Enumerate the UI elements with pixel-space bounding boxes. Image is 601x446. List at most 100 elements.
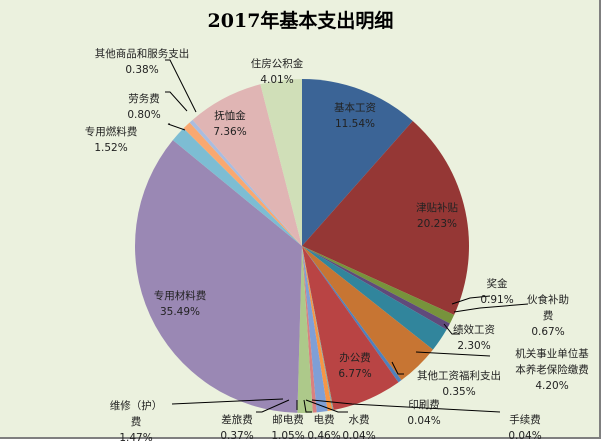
leader-line	[303, 399, 312, 413]
pie-slice	[172, 128, 302, 246]
leader-line	[305, 399, 348, 413]
label-name: 印刷费	[408, 399, 440, 411]
label-name: 费	[542, 310, 554, 322]
label-name: 奖金	[486, 278, 508, 290]
pie-slice	[302, 246, 433, 381]
label-name: 机关事业单位基	[515, 348, 589, 360]
label-percent: 0.35%	[442, 386, 476, 398]
label-percent: 0.38%	[125, 64, 159, 76]
data-label: 绩效工资 2.30%	[453, 322, 495, 354]
label-name: 维修（护）	[109, 400, 163, 412]
label-percent: 0.46%	[307, 430, 341, 442]
data-label: 其他商品和服务支出 0.38%	[95, 46, 190, 78]
pie-slice	[302, 246, 334, 411]
pie-slice	[302, 246, 402, 383]
pie-slice	[302, 246, 333, 412]
label-name: 手续费	[509, 414, 541, 426]
data-label: 基本工资 11.54%	[334, 100, 376, 132]
pie-slice	[302, 246, 450, 330]
pie-slice	[183, 122, 302, 246]
label-name: 其他商品和服务支出	[94, 48, 190, 60]
label-percent: 0.04%	[508, 430, 542, 442]
data-label: 奖金 0.91%	[480, 276, 513, 308]
pie-slice	[302, 246, 334, 411]
data-label: 住房公积金 4.01%	[251, 56, 304, 88]
pie-slice	[192, 84, 302, 246]
data-label: 办公费 6.77%	[338, 350, 371, 382]
label-percent: 0.80%	[127, 109, 161, 121]
pie-slice	[134, 140, 302, 413]
pie-slice	[302, 246, 317, 413]
data-label: 津贴补贴 20.23%	[416, 200, 458, 232]
label-name: 办公费	[339, 352, 371, 364]
leader-line	[443, 323, 460, 335]
label-percent: 6.77%	[338, 368, 372, 380]
data-label: 专用燃料费 1.52%	[85, 124, 138, 156]
label-name: 抚恤金	[214, 110, 246, 122]
leader-line	[165, 91, 188, 112]
label-percent: 0.67%	[531, 326, 565, 338]
pie-slice	[297, 246, 313, 414]
label-percent: 2.30%	[457, 340, 491, 352]
label-name: 电费	[313, 414, 335, 426]
label-percent: 11.54%	[334, 118, 376, 130]
pie-slice	[260, 79, 302, 246]
label-name: 本养老保险缴费	[515, 364, 589, 376]
data-label: 水费 0.04%	[342, 412, 375, 444]
pie-slice	[302, 79, 413, 246]
chart-title: 2017年基本支出明细	[207, 10, 394, 32]
pie-slice	[302, 246, 333, 411]
label-percent: 4.20%	[535, 380, 569, 392]
data-label: 专用材料费 35.49%	[154, 288, 207, 320]
label-name: 伙食补助	[527, 294, 569, 306]
data-label: 抚恤金 7.36%	[213, 108, 246, 140]
label-name: 其他工资福利支出	[417, 370, 501, 382]
leader-line	[453, 303, 529, 313]
label-percent: 0.91%	[480, 294, 514, 306]
label-percent: 1.05%	[271, 430, 305, 442]
label-percent: 4.01%	[260, 74, 294, 86]
pie-slice	[302, 246, 328, 413]
label-name: 津贴补贴	[416, 202, 458, 214]
label-percent: 7.36%	[213, 126, 247, 138]
label-percent: 0.04%	[342, 430, 376, 442]
label-name: 差旅费	[221, 414, 253, 426]
data-label: 劳务费 0.80%	[127, 91, 160, 123]
label-name: 专用燃料费	[84, 126, 138, 138]
data-label: 电费 0.46%	[307, 412, 340, 444]
data-label: 印刷费 0.04%	[407, 397, 440, 429]
pie-slice	[302, 246, 455, 324]
label-name: 绩效工资	[453, 324, 495, 336]
pie-slice	[189, 119, 302, 246]
leader-line	[311, 399, 501, 413]
label-percent: 1.47%	[119, 432, 153, 444]
pie-slice	[302, 246, 399, 410]
data-label: 机关事业单位基 本养老保险缴费 4.20%	[515, 346, 589, 394]
data-label: 伙食补助费 0.67%	[527, 292, 569, 340]
label-name: 邮电费	[272, 414, 304, 426]
label-percent: 1.52%	[94, 142, 128, 154]
label-name: 劳务费	[128, 93, 160, 105]
label-name: 基本工资	[334, 102, 376, 114]
leader-line	[256, 399, 290, 413]
leader-line	[167, 123, 186, 131]
leader-lines	[165, 59, 529, 413]
data-label: 其他工资福利支出 0.35%	[417, 368, 501, 400]
pie-slice	[302, 246, 447, 350]
label-percent: 0.04%	[407, 415, 441, 427]
leader-line	[451, 295, 491, 305]
leader-line	[171, 398, 284, 405]
pie-slice	[302, 121, 470, 315]
label-percent: 20.23%	[416, 218, 458, 230]
data-label: 邮电费 1.05%	[271, 412, 304, 444]
label-name: 专用材料费	[153, 290, 207, 302]
label-name: 费	[130, 416, 142, 428]
leader-line	[391, 361, 404, 375]
label-percent: 0.37%	[220, 430, 254, 442]
data-label: 手续费 0.04%	[508, 412, 541, 444]
leader-line	[415, 351, 491, 357]
pie-slices	[134, 79, 470, 414]
leader-line	[165, 59, 197, 113]
